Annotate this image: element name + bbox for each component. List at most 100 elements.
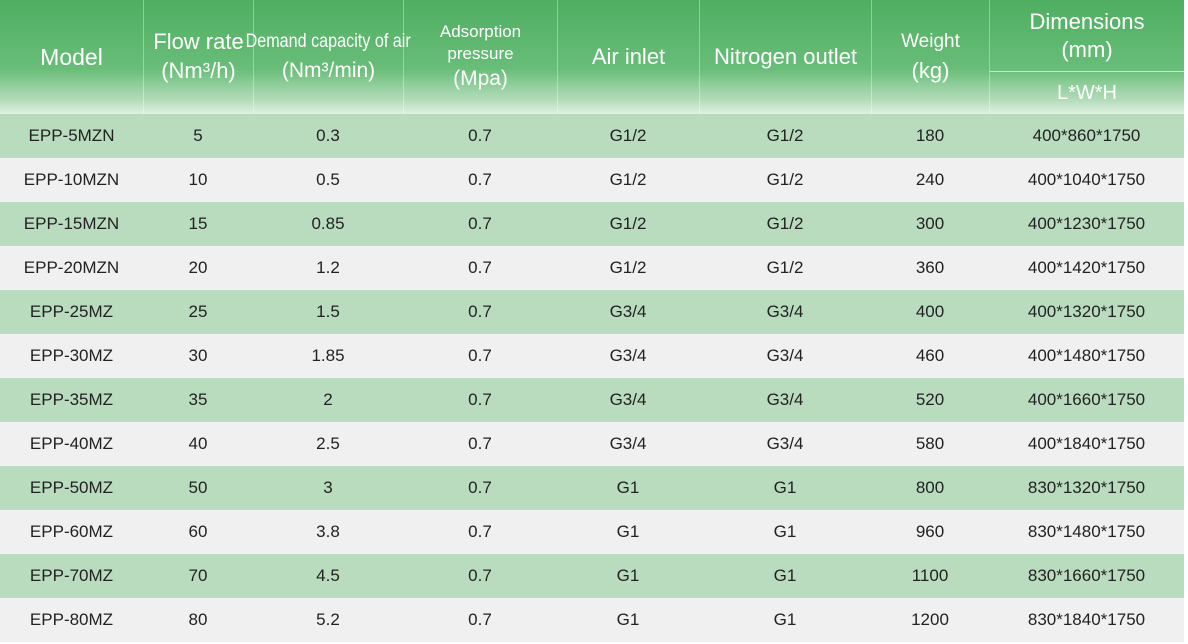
header-nitrogen-outlet-label: Nitrogen outlet	[713, 44, 858, 69]
cell-flow-rate: 40	[188, 434, 208, 453]
header-dimensions-label: Dimensions	[1029, 8, 1145, 34]
cell-weight: 460	[915, 346, 945, 365]
cell-model: EPP-15MZN	[23, 214, 120, 233]
cell-demand-capacity: 1.5	[316, 302, 340, 321]
cell-nitrogen-outlet: G1/2	[766, 258, 804, 277]
header-dimensions-top: Dimensions (mm)	[990, 0, 1184, 73]
cell-demand-capacity: 1.85	[311, 346, 345, 365]
cell-adsorption-pressure: 0.7	[468, 126, 492, 145]
cell-nitrogen-outlet: G1	[773, 478, 797, 497]
cell-demand-capacity: 0.85	[311, 214, 345, 233]
table-row: EPP-25MZ 25 1.5 0.7 G3/4 G3/4 400 400*1320*1750	[0, 290, 1184, 334]
table-row: EPP-35MZ 35 2 0.7 G3/4 G3/4 520 400*1660*1750	[0, 378, 1184, 422]
cell-adsorption-pressure: 0.7	[468, 478, 492, 497]
header-model: Model	[0, 0, 143, 114]
cell-demand-capacity: 0.5	[316, 170, 340, 189]
cell-weight: 1200	[911, 610, 949, 629]
header-adsorption-label-2: pressure	[447, 44, 514, 63]
header-dimensions-sub: L*W*H	[1056, 81, 1117, 104]
cell-demand-capacity: 5.2	[316, 610, 340, 629]
cell-flow-rate: 20	[188, 258, 208, 277]
cell-demand-capacity: 0.3	[316, 126, 340, 145]
header-demand-unit: (Nm³/min)	[281, 59, 376, 82]
cell-flow-rate: 80	[188, 610, 208, 629]
cell-model: EPP-60MZ	[29, 522, 114, 541]
cell-air-inlet: G1/2	[609, 126, 647, 145]
cell-air-inlet: G3/4	[609, 346, 647, 365]
cell-demand-capacity: 4.5	[316, 566, 340, 585]
cell-weight: 180	[915, 126, 945, 145]
table-row: EPP-80MZ 80 5.2 0.7 G1 G1 1200 830*1840*1750	[0, 598, 1184, 642]
cell-nitrogen-outlet: G1	[773, 522, 797, 541]
header-demand-label: Demand capacity of air	[245, 31, 412, 52]
table-row: EPP-30MZ 30 1.85 0.7 G3/4 G3/4 460 400*1480*175…	[0, 334, 1184, 378]
table-header: Model Flow rate (Nm³/h) Demand capacity …	[0, 0, 1184, 114]
cell-adsorption-pressure: 0.7	[468, 566, 492, 585]
header-air-inlet: Air inlet	[557, 0, 699, 114]
cell-nitrogen-outlet: G3/4	[766, 390, 804, 409]
header-weight-unit: (kg)	[911, 58, 950, 83]
cell-flow-rate: 60	[188, 522, 208, 541]
cell-model: EPP-25MZ	[29, 302, 114, 321]
cell-weight: 360	[915, 258, 945, 277]
cell-air-inlet: G1/2	[609, 258, 647, 277]
cell-dimensions: 400*1840*1750	[1027, 434, 1146, 453]
cell-weight: 520	[915, 390, 945, 409]
header-demand-capacity: Demand capacity of air (Nm³/min)	[246, 0, 411, 114]
cell-nitrogen-outlet: G1	[773, 610, 797, 629]
header-adsorption-unit: (Mpa)	[453, 67, 508, 90]
cell-nitrogen-outlet: G3/4	[766, 434, 804, 453]
cell-weight: 240	[915, 170, 945, 189]
cell-adsorption-pressure: 0.7	[468, 434, 492, 453]
cell-adsorption-pressure: 0.7	[468, 610, 492, 629]
cell-air-inlet: G1	[616, 610, 640, 629]
cell-demand-capacity: 1.2	[316, 258, 340, 277]
header-adsorption-pressure: Adsorption pressure (Mpa)	[403, 0, 557, 114]
cell-model: EPP-5MZN	[28, 126, 115, 145]
cell-model: EPP-50MZ	[29, 478, 114, 497]
table-row: EPP-15MZN 15 0.85 0.7 G1/2 G1/2 300 400*1230*17…	[0, 202, 1184, 246]
table-row: EPP-5MZN 5 0.3 0.7 G1/2 G1/2 180 400*860*1750	[0, 114, 1184, 158]
cell-air-inlet: G1/2	[609, 170, 647, 189]
table-row: EPP-70MZ 70 4.5 0.7 G1 G1 1100 830*1660*1750	[0, 554, 1184, 598]
cell-dimensions: 400*1480*1750	[1027, 346, 1146, 365]
cell-weight: 300	[915, 214, 945, 233]
cell-flow-rate: 35	[188, 390, 208, 409]
cell-dimensions: 400*860*1750	[1032, 126, 1141, 145]
cell-adsorption-pressure: 0.7	[468, 390, 492, 409]
cell-air-inlet: G3/4	[609, 434, 647, 453]
cell-dimensions: 400*1660*1750	[1027, 390, 1146, 409]
cell-demand-capacity: 2	[323, 390, 333, 409]
cell-nitrogen-outlet: G1/2	[766, 170, 804, 189]
cell-nitrogen-outlet: G1/2	[766, 214, 804, 233]
table-row: EPP-20MZN 20 1.2 0.7 G1/2 G1/2 360 400*1420*175…	[0, 246, 1184, 290]
table-row: EPP-50MZ 50 3 0.7 G1 G1 800 830*1320*1750	[0, 466, 1184, 510]
header-air-inlet-label: Air inlet	[591, 44, 666, 69]
header-flow-rate: Flow rate (Nm³/h)	[143, 0, 253, 114]
cell-weight: 800	[915, 478, 945, 497]
cell-model: EPP-70MZ	[29, 566, 114, 585]
cell-air-inlet: G1	[616, 522, 640, 541]
cell-dimensions: 400*1040*1750	[1027, 170, 1146, 189]
cell-flow-rate: 50	[188, 478, 208, 497]
cell-model: EPP-40MZ	[29, 434, 114, 453]
cell-model: EPP-10MZN	[23, 170, 120, 189]
cell-dimensions: 400*1420*1750	[1027, 258, 1146, 277]
cell-dimensions: 400*1230*1750	[1027, 214, 1146, 233]
cell-dimensions: 830*1840*1750	[1027, 610, 1146, 629]
cell-flow-rate: 10	[188, 170, 208, 189]
cell-dimensions: 400*1320*1750	[1027, 302, 1146, 321]
cell-adsorption-pressure: 0.7	[468, 258, 492, 277]
header-dimensions: Dimensions (mm) L*W*H	[989, 0, 1184, 114]
cell-adsorption-pressure: 0.7	[468, 522, 492, 541]
cell-demand-capacity: 2.5	[316, 434, 340, 453]
cell-model: EPP-20MZN	[23, 258, 120, 277]
table-row: EPP-40MZ 40 2.5 0.7 G3/4 G3/4 580 400*1840*1750	[0, 422, 1184, 466]
table-body: EPP-5MZN 5 0.3 0.7 G1/2 G1/2 180 400*860*1750 EP…	[0, 114, 1184, 642]
cell-nitrogen-outlet: G3/4	[766, 346, 804, 365]
cell-air-inlet: G1/2	[609, 214, 647, 233]
header-model-label: Model	[40, 44, 103, 70]
table-row: EPP-60MZ 60 3.8 0.7 G1 G1 960 830*1480*1750	[0, 510, 1184, 554]
cell-demand-capacity: 3.8	[316, 522, 340, 541]
